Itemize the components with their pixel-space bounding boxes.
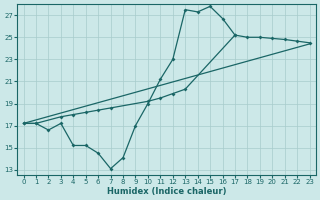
X-axis label: Humidex (Indice chaleur): Humidex (Indice chaleur) (107, 187, 226, 196)
